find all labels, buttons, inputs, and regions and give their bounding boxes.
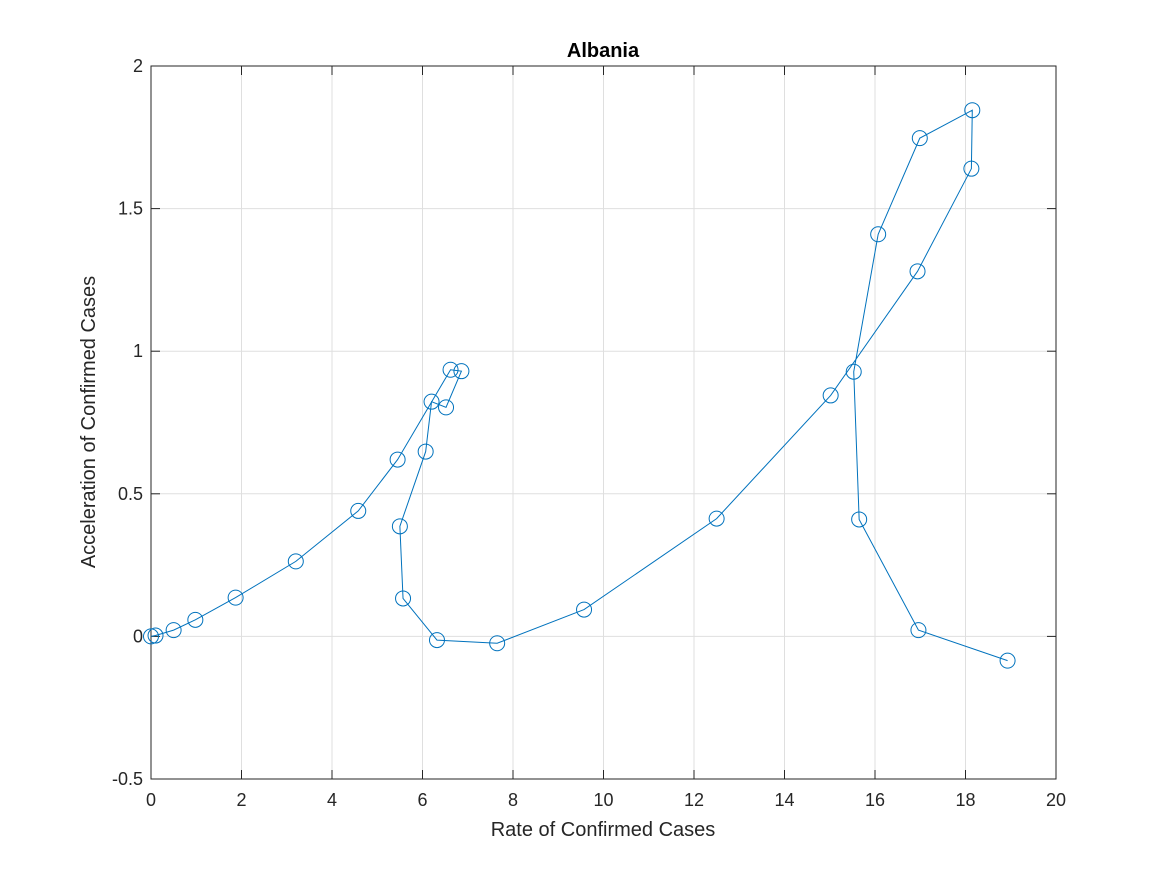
data-point	[391, 518, 408, 535]
x-tick-label: 20	[1046, 790, 1066, 810]
chart-title: Albania	[567, 40, 640, 62]
data-point	[143, 628, 159, 645]
x-axis-label: Rate of Confirmed Cases	[491, 819, 716, 841]
series-layer	[143, 102, 1016, 669]
x-tick-label: 12	[684, 790, 704, 810]
data-point	[911, 130, 928, 147]
x-tick-label: 4	[327, 790, 337, 810]
data-point	[708, 510, 725, 527]
data-point	[187, 611, 204, 628]
data-point	[489, 635, 506, 652]
y-tick-label: 2	[133, 56, 143, 76]
data-point	[350, 502, 367, 519]
data-point	[417, 443, 434, 460]
data-point	[227, 589, 244, 606]
grid	[150, 65, 1057, 780]
data-point	[165, 622, 182, 639]
data-point	[576, 601, 593, 618]
data-point	[910, 622, 927, 639]
data-point	[287, 553, 304, 570]
x-tick-label: 8	[508, 790, 518, 810]
data-point	[442, 361, 459, 378]
x-tick-label: 0	[146, 790, 156, 810]
data-point	[453, 363, 470, 380]
y-axis-label: Acceleration of Confirmed Cases	[78, 276, 100, 568]
y-tick-label: 0	[133, 626, 143, 646]
data-point	[147, 627, 164, 644]
data-point	[851, 511, 868, 528]
data-point	[845, 363, 862, 380]
data-point	[428, 632, 445, 649]
data-point	[963, 160, 980, 177]
data-point	[822, 387, 839, 404]
data-point	[999, 652, 1016, 669]
data-point	[438, 399, 455, 416]
y-tick-label: -0.5	[112, 769, 143, 789]
x-tick-label: 18	[955, 790, 975, 810]
data-point	[909, 263, 926, 280]
x-tick-label: 16	[865, 790, 885, 810]
data-point	[870, 226, 887, 243]
x-tick-label: 14	[774, 790, 794, 810]
x-tick-label: 10	[593, 790, 613, 810]
data-point	[964, 102, 981, 119]
data-point	[389, 451, 406, 468]
ticks: 0 2 4 6 8 10 12 14 16 18 20-0.500.511.52	[112, 56, 1066, 810]
x-tick-label: 2	[236, 790, 246, 810]
y-tick-label: 1.5	[118, 199, 143, 219]
y-tick-label: 0.5	[118, 484, 143, 504]
series-line	[150, 109, 1008, 662]
y-tick-label: 1	[133, 341, 143, 361]
data-point	[423, 393, 440, 410]
data-point	[395, 590, 412, 607]
x-tick-label: 6	[417, 790, 427, 810]
